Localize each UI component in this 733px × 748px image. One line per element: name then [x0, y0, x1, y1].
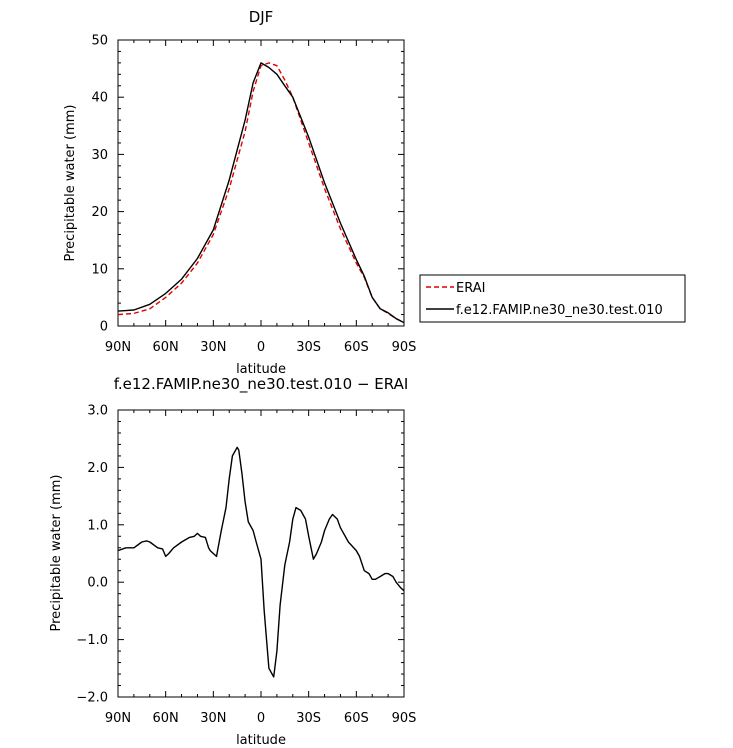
djf-legend: ERAI f.e12.FAMIP.ne30_ne30.test.010 [419, 274, 686, 323]
djf-y-tick-label: 40 [91, 91, 108, 106]
difference-x-tick-label: 30S [296, 711, 321, 726]
djf-x-tick-label: 30N [200, 340, 226, 355]
difference-y-tick-label: 1.0 [87, 518, 108, 533]
djf-x-tick-label: 30S [296, 340, 321, 355]
djf-y-tick-labels: 0 10 20 30 40 50 [91, 34, 108, 335]
difference-x-tick-label: 30N [200, 711, 226, 726]
legend-box [419, 274, 686, 323]
djf-y-tick-label: 50 [91, 34, 108, 49]
difference-x-tick-label: 90S [392, 711, 417, 726]
difference-x-tick-label: 90N [105, 711, 131, 726]
djf-chart-title: DJF [249, 8, 274, 26]
djf-plot-frame [117, 39, 405, 327]
difference-y-axis-label: Precipitable water (mm) [49, 475, 64, 632]
difference-y-tick-label: −2.0 [76, 691, 108, 706]
difference-y-tick-label: 0.0 [87, 576, 108, 591]
djf-series-line-erai [117, 62, 405, 324]
difference-x-tick-label: 0 [257, 711, 265, 726]
djf-y-tick-label: 30 [91, 148, 108, 163]
djf-y-axis-label: Precipitable water (mm) [63, 105, 78, 262]
djf-x-tick-label: 90S [392, 340, 417, 355]
difference-series-lines [117, 446, 405, 678]
djf-tick-marks [117, 39, 405, 327]
difference-panel: f.e12.FAMIP.ne30_ne30.test.010 − ERAI −2… [49, 375, 416, 748]
djf-x-tick-labels: 90N 60N 30N 0 30S 60S 90S [105, 340, 417, 355]
difference-y-tick-label: 3.0 [87, 404, 108, 419]
djf-y-tick-label: 20 [91, 205, 108, 220]
difference-x-axis-label: latitude [236, 733, 286, 748]
difference-y-tick-labels: −2.0 −1.0 0.0 1.0 2.0 3.0 [76, 404, 108, 706]
difference-x-tick-label: 60N [153, 711, 179, 726]
difference-x-tick-label: 60S [344, 711, 369, 726]
djf-y-tick-label: 0 [100, 320, 108, 335]
djf-series-line-f-e12-famip-ne30-ne30-test-010 [117, 62, 405, 324]
djf-x-tick-label: 60N [153, 340, 179, 355]
djf-x-tick-label: 0 [257, 340, 265, 355]
difference-plot-frame [117, 409, 405, 698]
difference-x-tick-labels: 90N 60N 30N 0 30S 60S 90S [105, 711, 417, 726]
difference-chart-title: f.e12.FAMIP.ne30_ne30.test.010 − ERAI [114, 375, 409, 394]
djf-panel: DJF 0 10 20 30 40 50 90N 60N 30N 0 30S 60S 90S lati… [63, 8, 686, 377]
legend-model-label: f.e12.FAMIP.ne30_ne30.test.010 [456, 303, 663, 318]
difference-y-tick-label: −1.0 [76, 633, 108, 648]
djf-x-tick-label: 60S [344, 340, 369, 355]
difference-y-tick-label: 2.0 [87, 461, 108, 476]
djf-series-lines [117, 62, 405, 324]
djf-x-axis-label: latitude [236, 362, 286, 377]
djf-x-tick-label: 90N [105, 340, 131, 355]
djf-y-tick-label: 10 [91, 262, 108, 277]
difference-series-line-0 [117, 446, 405, 678]
legend-erai-label: ERAI [456, 281, 485, 296]
difference-tick-marks [117, 409, 405, 698]
